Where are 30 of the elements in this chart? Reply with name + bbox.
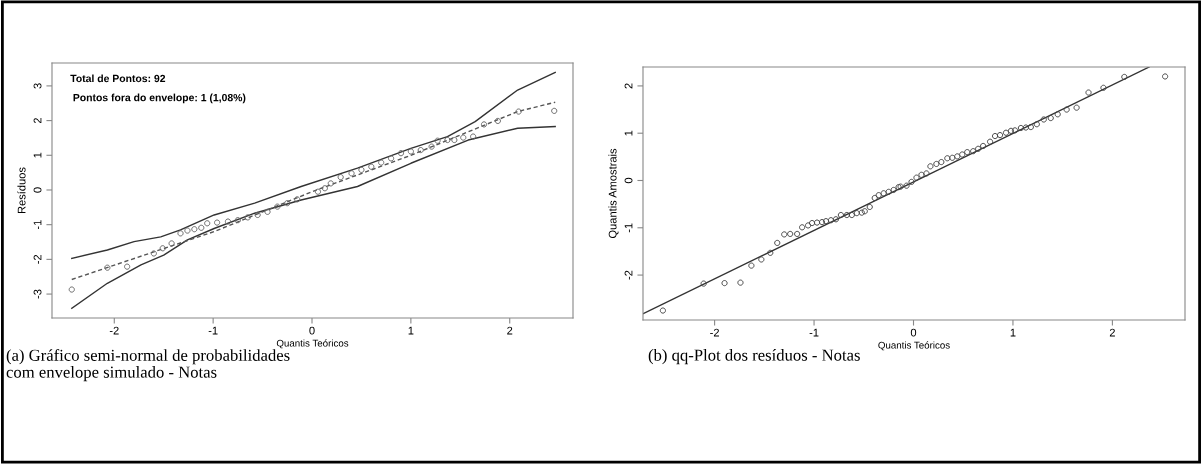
y-tick-label: 1 bbox=[624, 130, 633, 136]
y-tick-label: 3 bbox=[33, 83, 42, 89]
y-tick-label: 2 bbox=[624, 83, 633, 89]
text: (b) qq-Plot dos resíduos - Notas bbox=[648, 349, 860, 365]
x-axis-title: Quantis Teóricos bbox=[878, 341, 950, 351]
x-tick-label: -2 bbox=[710, 328, 719, 337]
x-tick-label: -1 bbox=[809, 328, 819, 337]
x-axis-title: Quantis Teóricos bbox=[276, 339, 349, 349]
annotation: Total de Pontos: 92 bbox=[70, 74, 166, 83]
annotation: Pontos fora do envelope: 1 (1,08%) bbox=[73, 93, 246, 104]
y-axis-title: Quantis Amostrais bbox=[608, 148, 619, 239]
x-tick-label: 2 bbox=[1109, 328, 1115, 337]
y-tick-label: 2 bbox=[33, 118, 42, 124]
y-tick-label: -1 bbox=[624, 223, 633, 233]
y-tick-label: -3 bbox=[33, 289, 42, 299]
x-tick-label: 2 bbox=[507, 326, 513, 335]
y-tick-label: 1 bbox=[33, 152, 42, 158]
y-tick-label: -1 bbox=[33, 220, 42, 230]
y-axis-title: Resíduos bbox=[17, 167, 26, 214]
y-tick-label: -2 bbox=[624, 270, 633, 280]
x-tick-label: -2 bbox=[109, 326, 119, 335]
x-tick-label: 1 bbox=[408, 326, 414, 335]
x-tick-label: 1 bbox=[1010, 328, 1016, 337]
y-tick-label: 0 bbox=[33, 187, 42, 193]
text: (a) Gráfico semi-normal de probabilidades com envelope simulado - Notas bbox=[6, 349, 290, 382]
y-tick-label: 0 bbox=[624, 177, 633, 184]
y-tick-label: -2 bbox=[33, 254, 42, 264]
x-tick-label: -1 bbox=[208, 326, 218, 335]
x-tick-label: 0 bbox=[910, 328, 917, 337]
x-tick-label: 0 bbox=[309, 326, 315, 335]
